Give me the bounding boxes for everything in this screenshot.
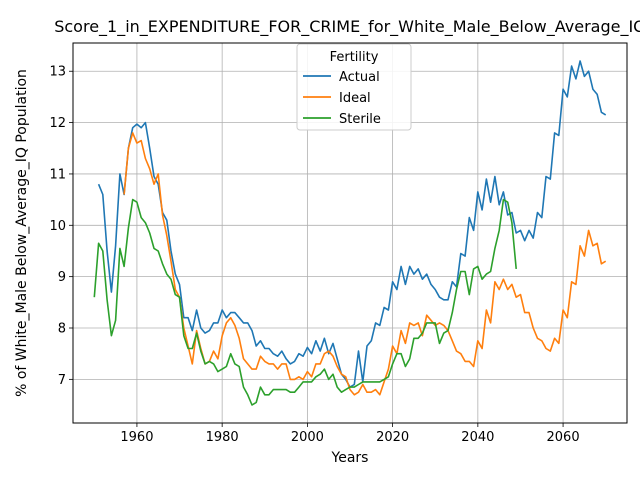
y-axis-label: % of White_Male Below_Average_IQ Populat…	[14, 69, 30, 397]
legend-box	[296, 43, 412, 131]
x-axis-ticks: 1960 1980 2000 2020 2040 2060	[120, 423, 580, 445]
x-tick-label: 1960	[120, 430, 153, 445]
chart-title: Score_1_in_EXPENDITURE_FOR_CRIME_for_Whi…	[54, 17, 640, 37]
x-tick-label: 2000	[291, 430, 324, 445]
legend-label-ideal: Ideal	[339, 91, 371, 106]
legend: Fertility Actual Ideal Sterile	[296, 43, 412, 131]
y-tick-label: 8	[58, 322, 66, 337]
y-tick-label: 10	[49, 219, 66, 234]
plot-frame	[72, 42, 628, 424]
y-tick-label: 7	[58, 373, 66, 388]
x-tick-label: 2020	[376, 430, 409, 445]
series-line-sterile	[93, 198, 517, 406]
y-tick-label: 13	[49, 65, 66, 80]
x-tick-label: 2040	[461, 430, 494, 445]
x-tick-label: 1980	[206, 430, 239, 445]
legend-label-sterile: Sterile	[339, 112, 381, 127]
y-tick-label: 11	[49, 167, 66, 182]
x-tick-label: 2060	[547, 430, 580, 445]
y-tick-label: 9	[58, 270, 66, 285]
y-tick-label: 12	[49, 116, 66, 131]
series-lines	[93, 60, 607, 406]
legend-label-actual: Actual	[339, 70, 380, 85]
x-axis-label: Years	[331, 450, 369, 466]
legend-title: Fertility	[330, 50, 379, 65]
y-axis-ticks: 7 8 9 10 11 12 13	[49, 65, 73, 388]
series-line-actual	[97, 60, 607, 388]
